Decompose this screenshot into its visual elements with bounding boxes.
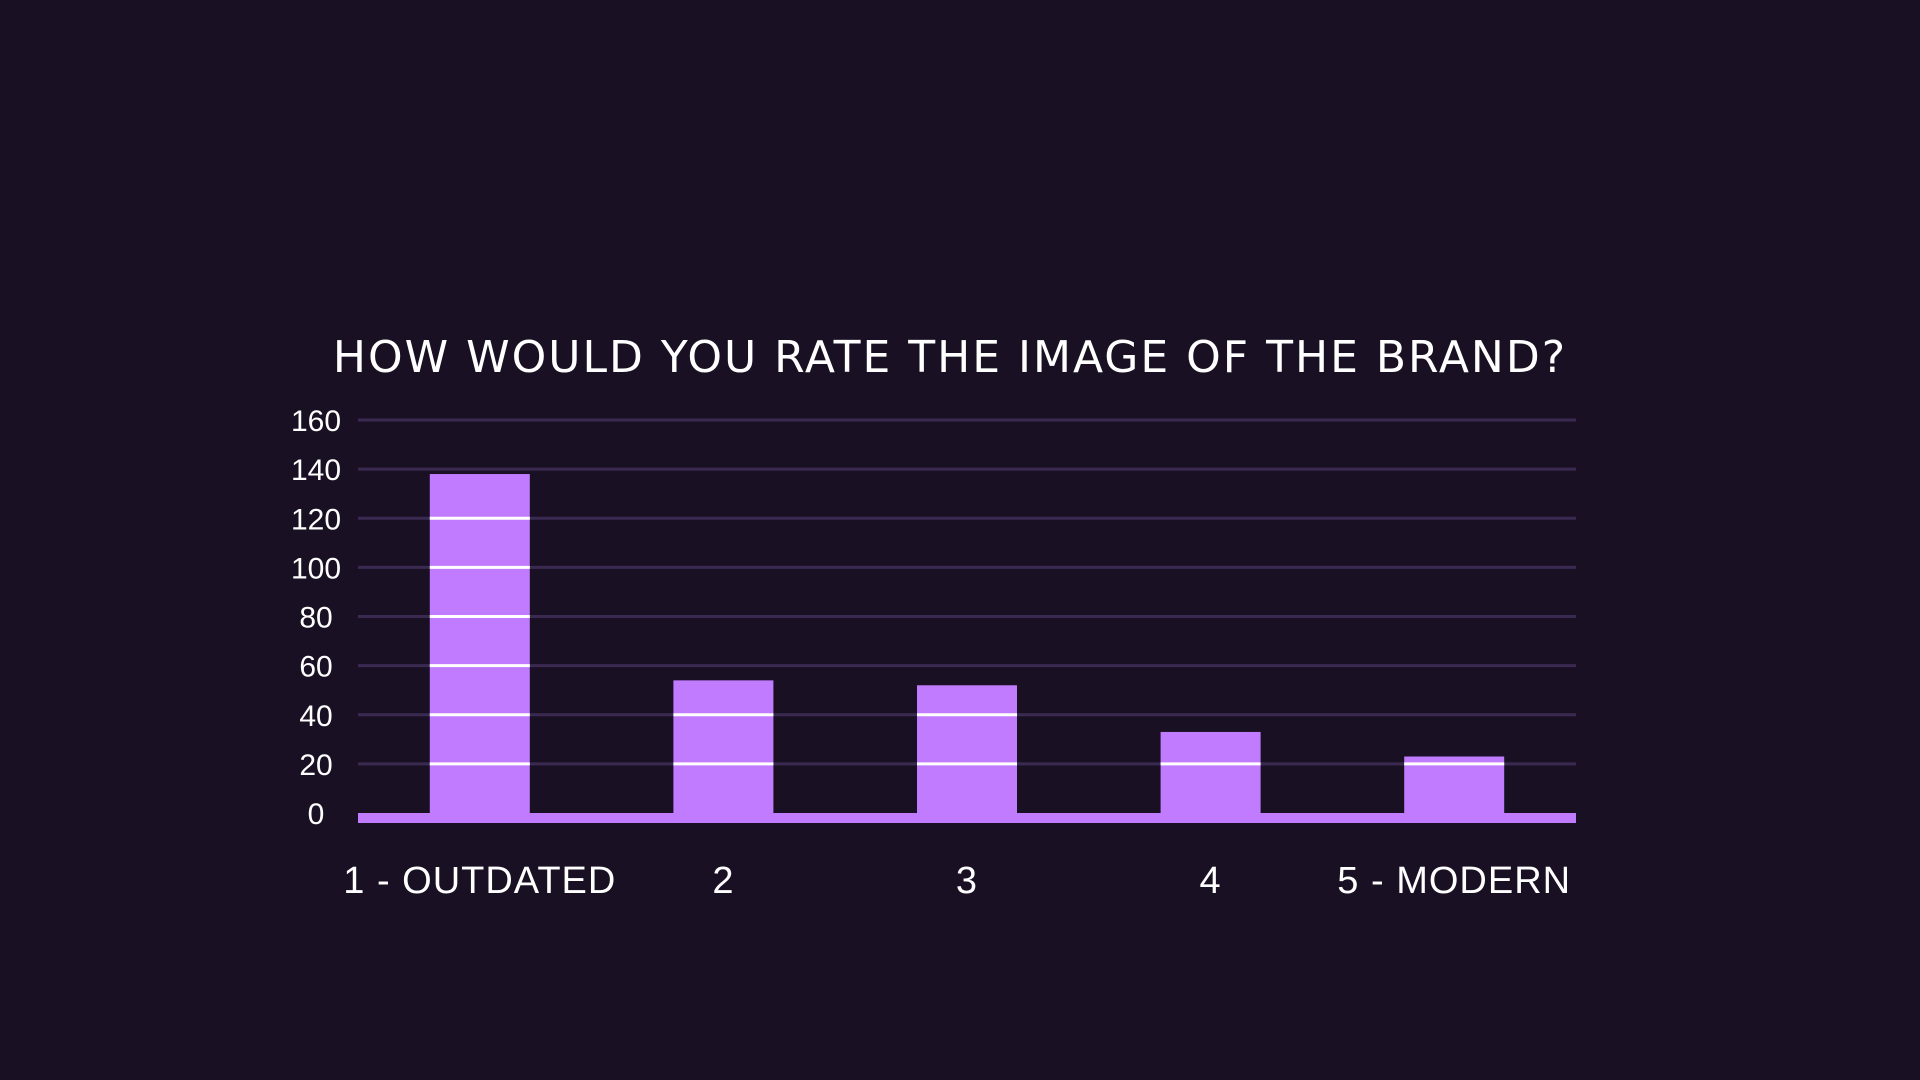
y-tick-label: 80	[299, 602, 332, 635]
bars	[358, 474, 1576, 823]
bar-5	[1404, 756, 1505, 823]
x-axis-labels: 1 - Outdated 2 3 4 5 - Modern	[343, 860, 1571, 902]
y-tick-label: 120	[291, 503, 341, 536]
x-category-label: 4	[1200, 860, 1222, 902]
y-tick-label: 40	[299, 700, 332, 733]
y-axis-ticks: 0 20 40 60 80 100 120 140 160	[291, 405, 341, 831]
x-category-label: 2	[712, 860, 734, 902]
bar-1	[429, 474, 530, 823]
chart-title: How would you rate the image of the bran…	[333, 332, 1567, 383]
y-tick-label: 160	[291, 405, 341, 438]
bar-3	[917, 685, 1017, 823]
y-tick-label: 0	[308, 798, 325, 831]
x-category-label: 3	[956, 860, 978, 902]
bar-2	[673, 680, 774, 823]
x-category-label: 1 - Outdated	[343, 860, 616, 902]
x-category-label: 5 - Modern	[1337, 860, 1571, 902]
bar-4	[1160, 731, 1261, 823]
y-tick-label: 20	[299, 749, 332, 782]
gridlines	[358, 418, 1576, 766]
y-tick-label: 140	[291, 454, 341, 487]
y-tick-label: 100	[291, 552, 341, 585]
y-tick-label: 60	[299, 651, 332, 684]
